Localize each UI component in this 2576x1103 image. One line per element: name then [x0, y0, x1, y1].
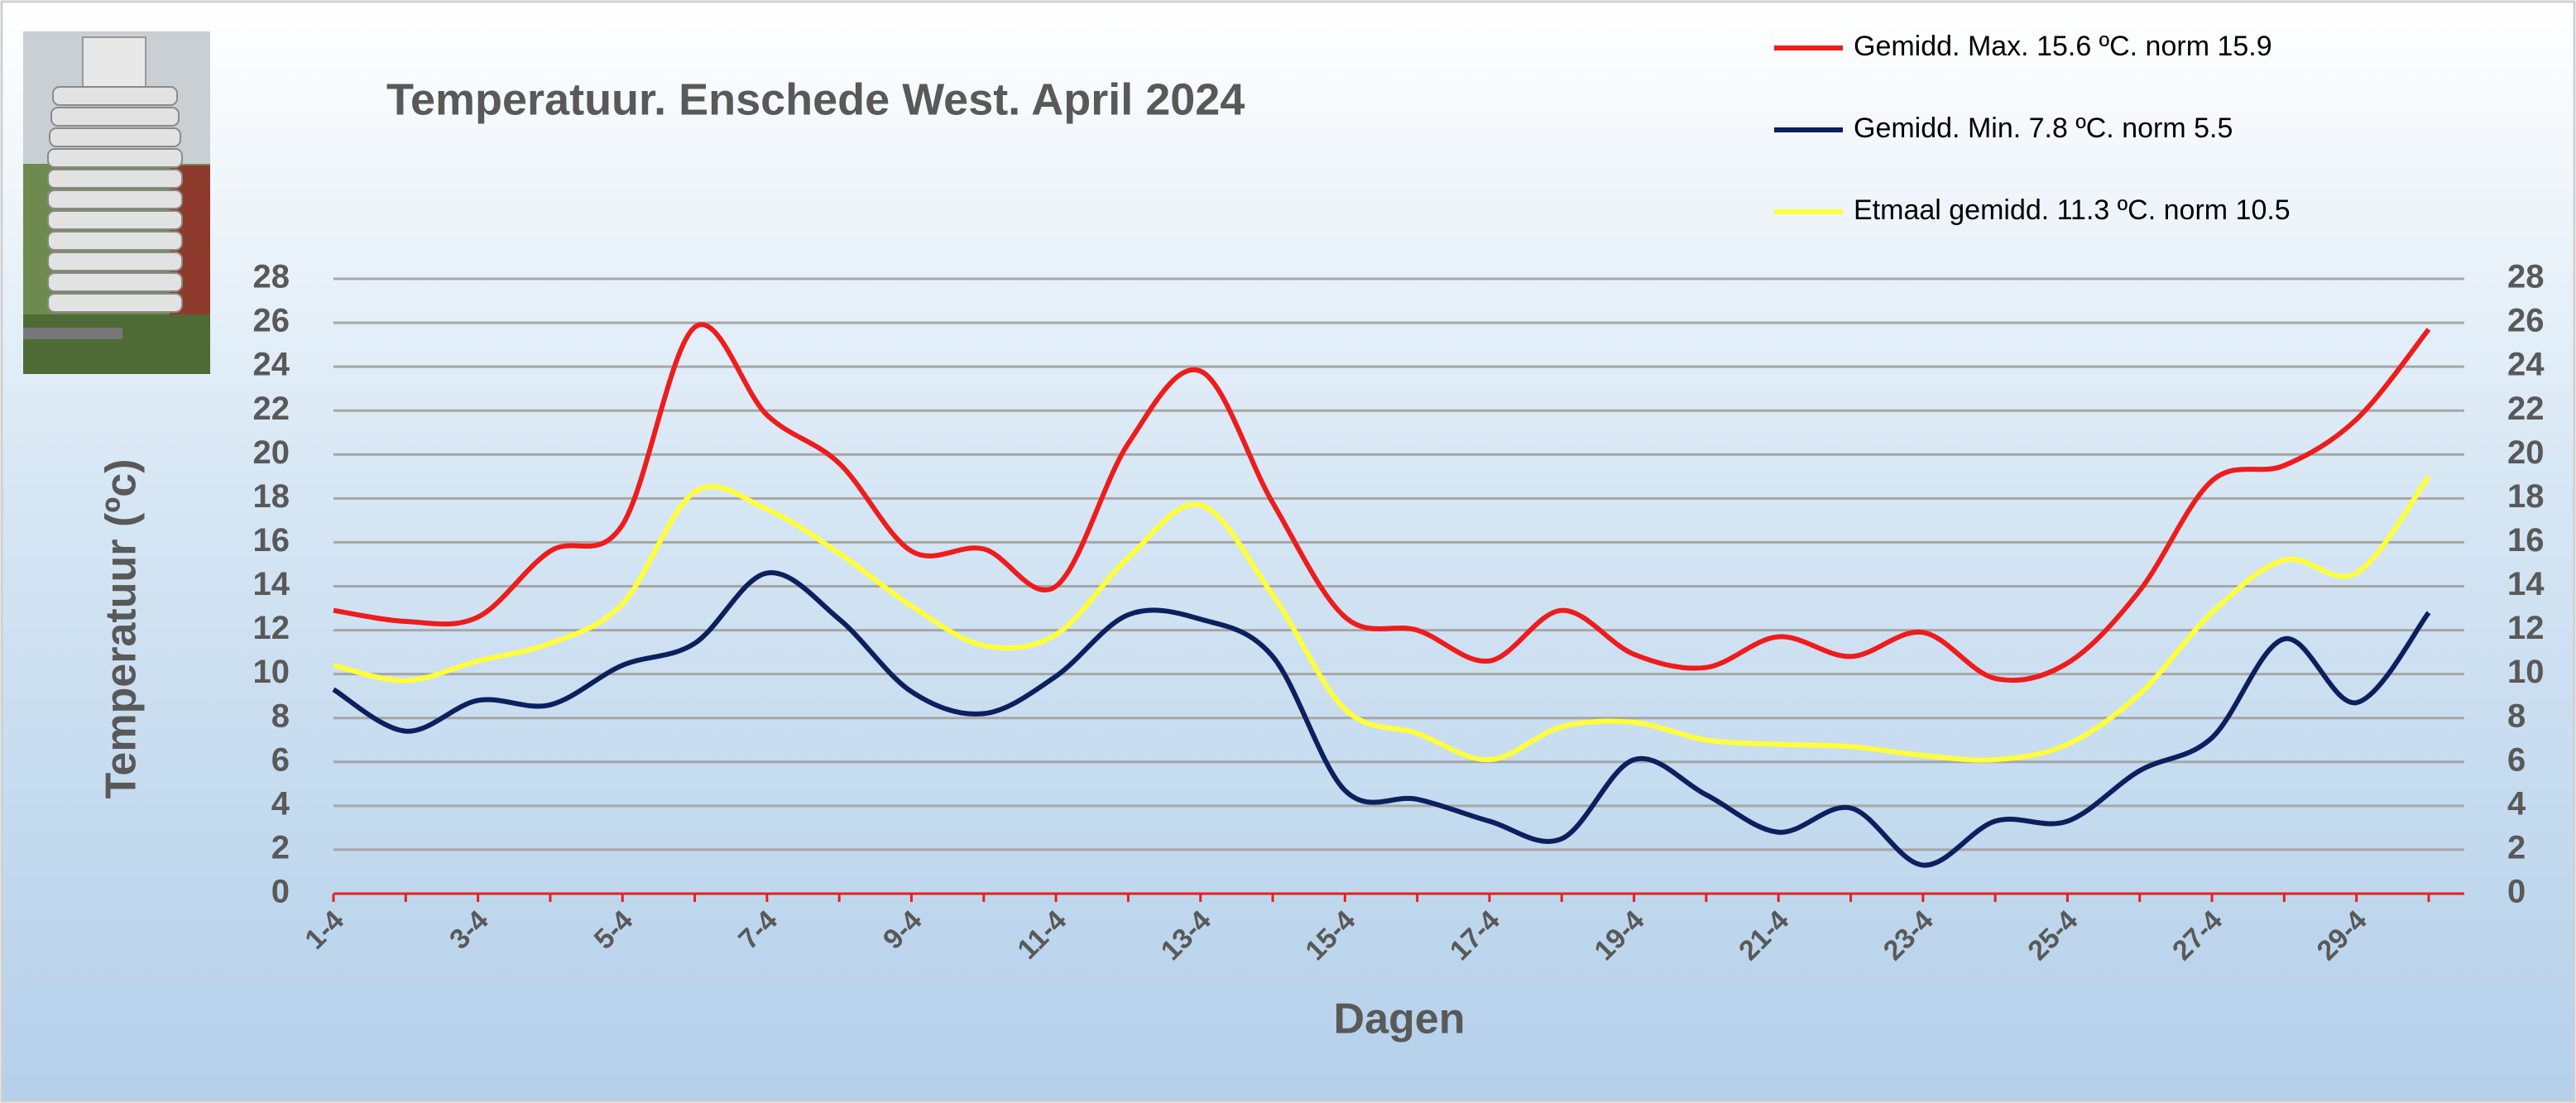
y-tick-label: 14 [253, 566, 290, 602]
data-line [333, 322, 2431, 683]
y-tick-label: 22 [253, 391, 290, 427]
y-tick-label: 8 [271, 698, 290, 734]
y-axis-title: Temperatuur (ºc) [98, 459, 146, 799]
legend-label: Etmaal gemidd. 11.3 ºC. norm 10.5 [1854, 194, 2291, 226]
y2-tick-label: 0 [2507, 874, 2526, 910]
y2-tick-label: 10 [2507, 654, 2545, 690]
y2-tick-label: 28 [2507, 259, 2545, 295]
y-tick-label: 4 [271, 785, 290, 822]
y2-tick-label: 16 [2507, 522, 2545, 559]
y-tick-label: 28 [253, 259, 290, 295]
y-tick-label: 10 [253, 654, 290, 690]
x-axis-title: Dagen [1334, 995, 1465, 1043]
chart-title: Temperatuur. Enschede West. April 2024 [386, 74, 1245, 124]
y2-tick-label: 24 [2507, 347, 2545, 383]
y2-tick-label: 20 [2507, 434, 2545, 471]
y2-tick-label: 2 [2507, 829, 2526, 866]
legend-label: Gemidd. Max. 15.6 ºC. norm 15.9 [1854, 31, 2272, 62]
y2-tick-label: 4 [2507, 785, 2526, 822]
y2-tick-label: 12 [2507, 610, 2545, 646]
y-tick-label: 26 [253, 303, 290, 339]
y2-tick-label: 18 [2507, 478, 2545, 515]
y-tick-label: 0 [271, 874, 290, 910]
y-tick-label: 24 [253, 347, 290, 383]
y2-tick-label: 6 [2507, 741, 2526, 778]
y-tick-label: 12 [253, 610, 290, 646]
data-line [333, 475, 2431, 763]
y2-tick-label: 22 [2507, 391, 2545, 427]
y-tick-label: 16 [253, 522, 290, 559]
y-tick-label: 20 [253, 434, 290, 471]
y2-tick-label: 8 [2507, 698, 2526, 734]
legend-label: Gemidd. Min. 7.8 ºC. norm 5.5 [1854, 113, 2233, 144]
y2-tick-label: 14 [2507, 566, 2545, 602]
y-tick-label: 6 [271, 741, 290, 778]
y2-tick-label: 26 [2507, 303, 2545, 339]
data-line [332, 570, 2431, 868]
station-photo [23, 31, 210, 374]
y-tick-label: 18 [253, 478, 290, 515]
y-tick-label: 2 [271, 829, 290, 866]
